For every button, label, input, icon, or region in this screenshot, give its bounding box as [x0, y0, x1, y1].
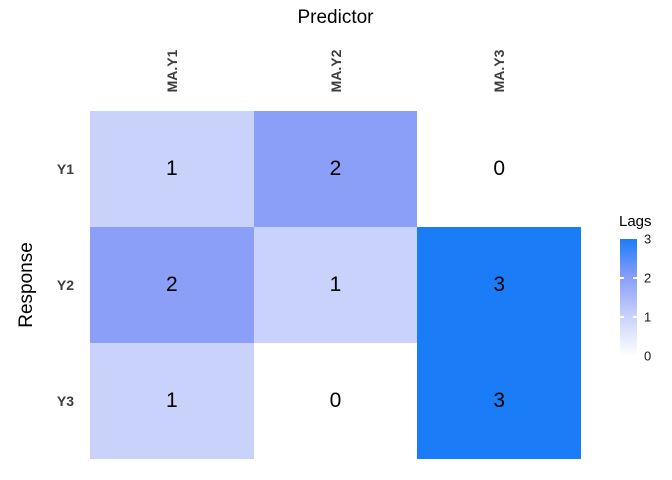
legend-gradient-bar — [620, 239, 637, 356]
legend-tick-label-1: 1 — [644, 309, 652, 325]
legend-tick-label-0: 0 — [644, 348, 652, 364]
x-tick-label-ma-y3: MA.Y3 — [491, 49, 507, 93]
x-tick-label-ma-y1: MA.Y1 — [164, 49, 180, 93]
legend-tick-label-2: 2 — [644, 270, 652, 286]
y-tick-label-y1: Y1 — [56, 161, 74, 177]
heatmap-cell-y3-may1: 1 — [90, 343, 254, 459]
legend-tick-mark — [620, 276, 624, 279]
y-tick-label-y3: Y3 — [56, 393, 74, 409]
legend-tick-mark — [633, 316, 637, 318]
legend-tick-label-3: 3 — [644, 231, 652, 247]
x-tick-label-ma-y2: MA.Y2 — [328, 49, 344, 93]
heatmap-cell-y3-may3: 3 — [417, 343, 581, 459]
heatmap-cell-y2-may1: 2 — [90, 227, 254, 343]
heatmap-cell-y1-may2: 2 — [253, 111, 418, 227]
heatmap-cell-y1-may1: 1 — [90, 111, 254, 227]
heatmap-cell-y1-may3: 0 — [417, 111, 581, 227]
heatmap-cell-y2-may3: 3 — [417, 227, 581, 343]
heatmap-grid: 1 2 0 2 1 3 1 0 3 — [90, 111, 581, 459]
legend: Lags 3 2 1 0 — [615, 213, 672, 364]
heatmap-cell-y3-may2: 0 — [253, 343, 418, 459]
legend-tick-mark — [633, 276, 637, 279]
heatmap-cell-y2-may2: 1 — [253, 227, 418, 343]
y-tick-label-y2: Y2 — [56, 277, 74, 293]
x-axis-title: Predictor — [297, 7, 374, 28]
legend-title: Lags — [619, 213, 652, 230]
legend-tick-mark — [620, 316, 624, 318]
